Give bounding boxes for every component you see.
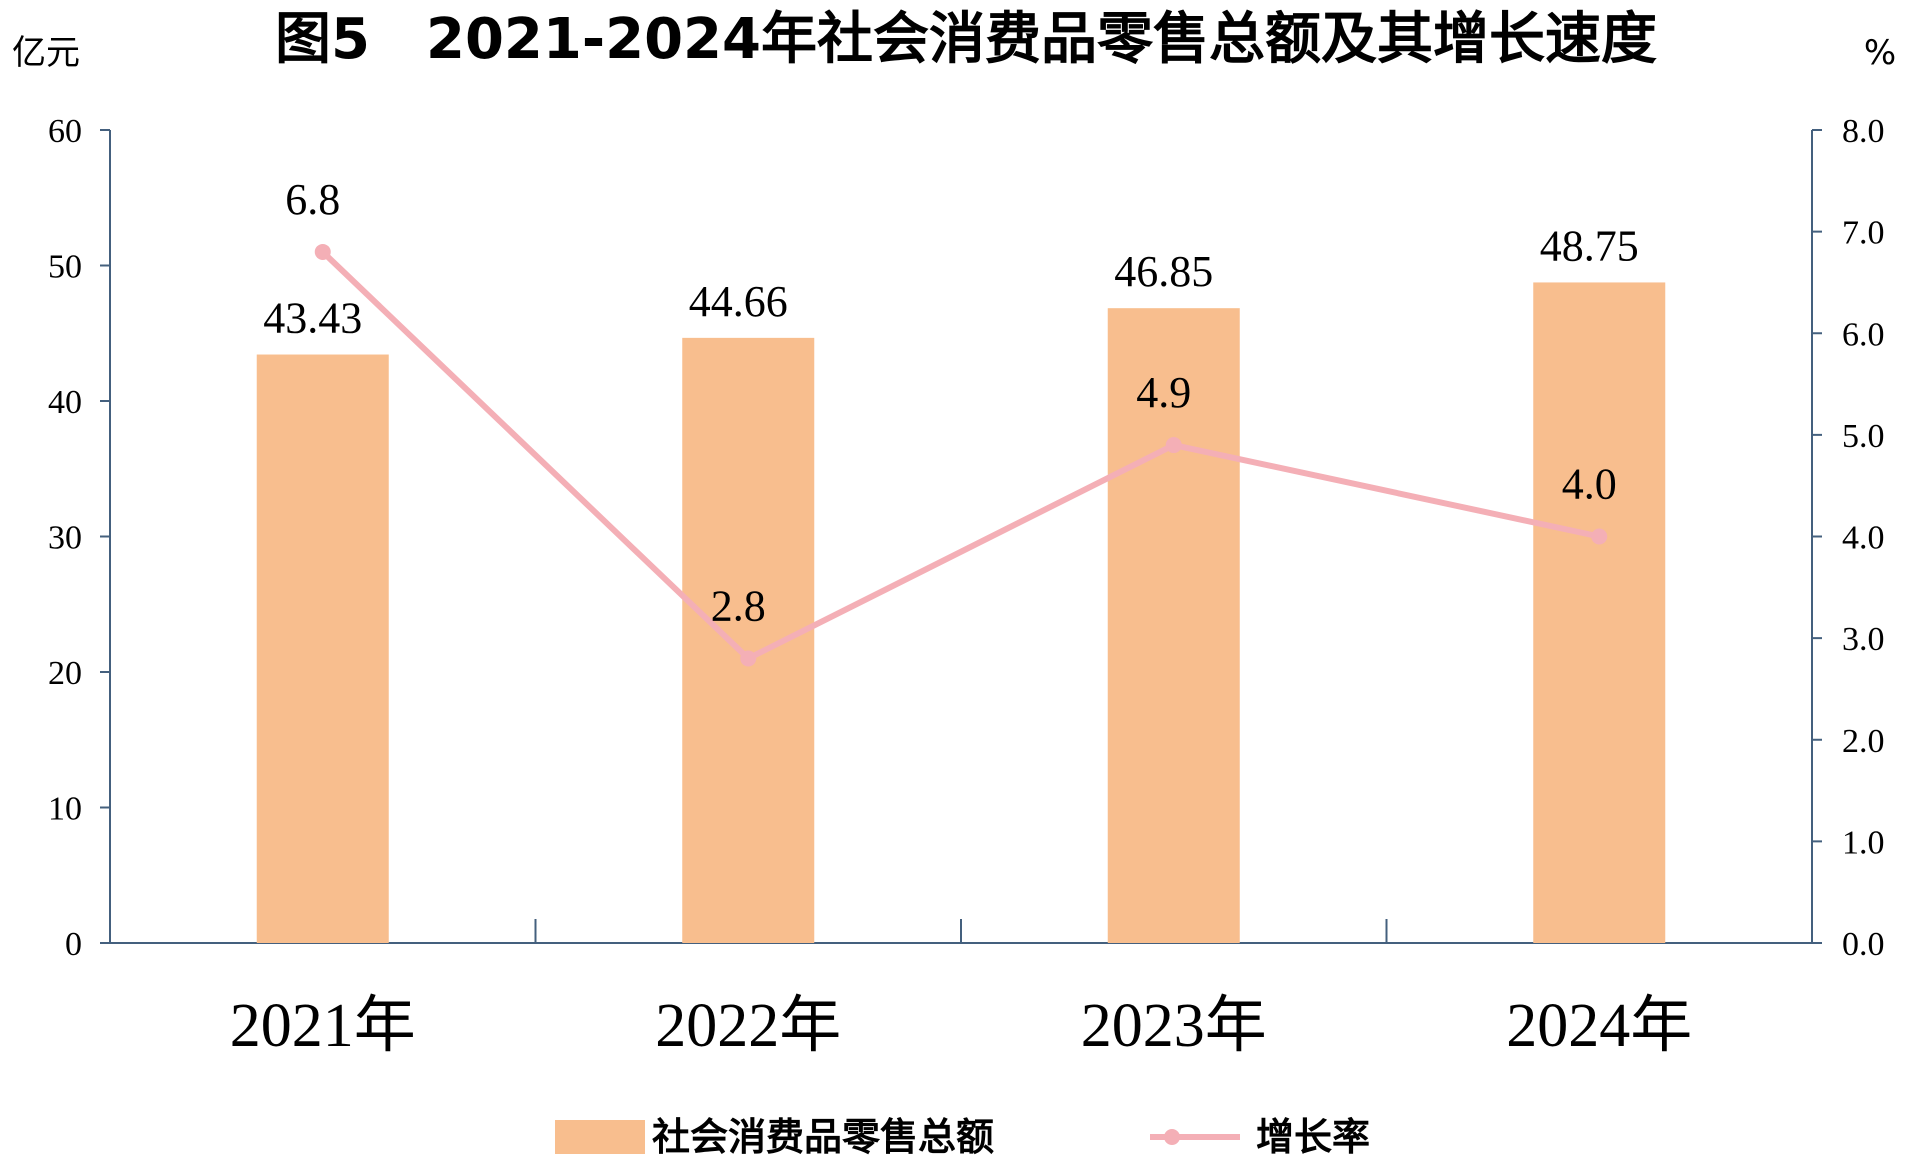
legend-label-bar: 社会消费品零售总额 bbox=[652, 1115, 994, 1159]
line-point bbox=[1165, 437, 1182, 454]
bar bbox=[256, 354, 389, 943]
left-axis-unit: 亿元 bbox=[12, 33, 80, 73]
right-tick-label: 5.0 bbox=[1842, 418, 1885, 455]
line-value-label: 2.8 bbox=[711, 581, 766, 630]
right-tick-label: 7.0 bbox=[1842, 215, 1885, 252]
bar bbox=[1107, 308, 1240, 943]
bar-series bbox=[256, 282, 1666, 943]
chart-title: 图5 2021-2024年社会消费品零售总额及其增长速度 bbox=[275, 7, 1657, 72]
right-tick-label: 3.0 bbox=[1842, 621, 1885, 658]
left-tick-label: 40 bbox=[48, 384, 82, 421]
x-tick-label: 2024年 bbox=[1506, 992, 1692, 1060]
right-tick-label: 0.0 bbox=[1842, 926, 1885, 963]
right-tick-label: 4.0 bbox=[1842, 520, 1885, 557]
bar-value-label: 43.43 bbox=[263, 294, 362, 343]
left-tick-label: 60 bbox=[48, 113, 82, 150]
x-tick-label: 2022年 bbox=[655, 992, 841, 1060]
bar bbox=[682, 337, 815, 943]
bar bbox=[1533, 282, 1666, 943]
left-tick-label: 10 bbox=[48, 791, 82, 828]
line-value-label: 4.0 bbox=[1562, 460, 1617, 509]
bar-value-label: 48.75 bbox=[1540, 221, 1639, 270]
right-tick-label: 8.0 bbox=[1842, 113, 1885, 150]
legend: 社会消费品零售总额 增长率 bbox=[555, 1115, 1370, 1159]
axes: 0 10 20 30 40 50 60 0.0 1.0 2.0 3.0 4.0 5.0 6.0 7.0 8.0… bbox=[48, 113, 1885, 1060]
x-tick-label: 2023年 bbox=[1081, 992, 1267, 1060]
line-point bbox=[1591, 528, 1608, 545]
legend-marker-line bbox=[1164, 1129, 1180, 1145]
right-tick-label: 6.0 bbox=[1842, 316, 1885, 353]
bar-value-label: 46.85 bbox=[1114, 247, 1213, 296]
line-value-label: 6.8 bbox=[285, 175, 340, 224]
left-tick-label: 20 bbox=[48, 655, 82, 692]
left-tick-label: 50 bbox=[48, 249, 82, 286]
line-point bbox=[740, 650, 757, 667]
left-tick-label: 0 bbox=[65, 926, 82, 963]
x-tick-label: 2021年 bbox=[230, 992, 416, 1060]
right-axis-unit: % bbox=[1864, 33, 1896, 73]
data-labels: 43.43 44.66 46.85 48.75 6.8 2.8 4.9 4.0 bbox=[263, 175, 1639, 631]
bar-value-label: 44.66 bbox=[689, 277, 788, 326]
legend-label-line: 增长率 bbox=[1256, 1115, 1370, 1159]
right-tick-label: 1.0 bbox=[1842, 824, 1885, 861]
line-series bbox=[314, 243, 1608, 667]
legend-swatch-bar bbox=[555, 1120, 645, 1154]
growth-line bbox=[320, 249, 1600, 662]
left-tick-label: 30 bbox=[48, 520, 82, 557]
line-value-label: 4.9 bbox=[1136, 368, 1191, 417]
right-tick-label: 2.0 bbox=[1842, 723, 1885, 760]
line-point bbox=[314, 243, 331, 260]
